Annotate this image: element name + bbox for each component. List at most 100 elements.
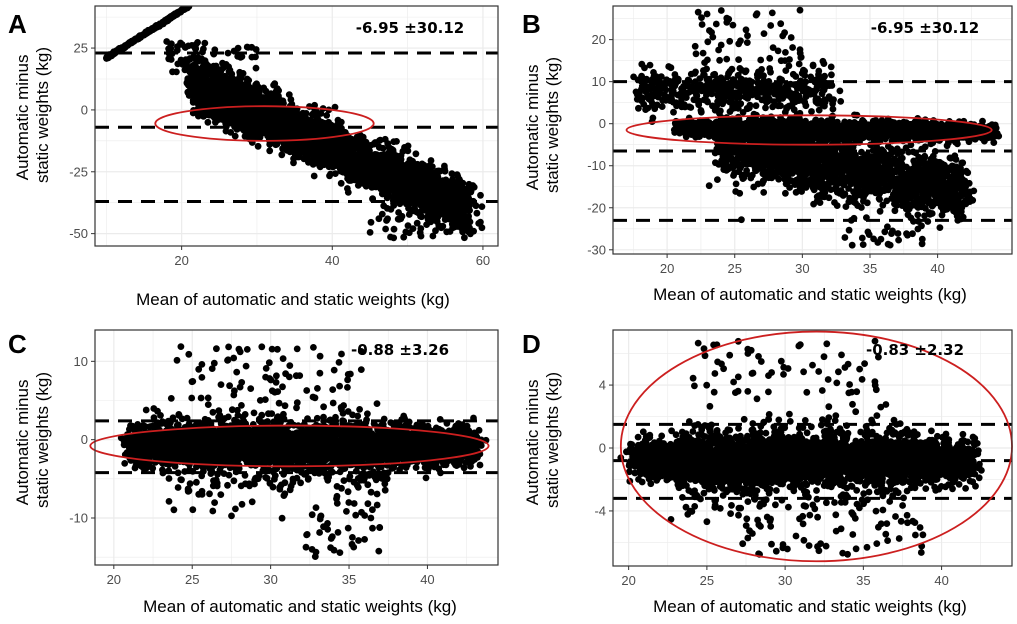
data-point — [242, 83, 250, 91]
data-point — [416, 187, 424, 195]
data-point — [243, 43, 251, 51]
data-point — [293, 119, 301, 127]
data-point — [278, 115, 286, 123]
data-point — [331, 103, 339, 111]
data-point — [223, 106, 231, 114]
data-point — [349, 144, 357, 152]
data-point — [244, 108, 252, 115]
data-point — [212, 96, 220, 104]
data-point — [452, 210, 460, 218]
data-point — [467, 187, 475, 195]
data-point — [423, 221, 430, 229]
data-point — [317, 110, 325, 117]
data-point — [188, 88, 195, 96]
data-point — [186, 55, 194, 62]
data-point — [417, 225, 425, 232]
x-tick-label: 20 — [174, 253, 188, 268]
data-point — [202, 86, 210, 93]
data-point — [463, 247, 470, 254]
y-tick-label: -20 — [587, 200, 606, 215]
data-point — [427, 157, 435, 164]
data-point — [121, 42, 129, 50]
data-point — [256, 134, 264, 141]
data-point — [383, 152, 391, 160]
data-point — [261, 115, 268, 123]
data-point — [397, 160, 405, 168]
x-tick-label: 35 — [863, 261, 877, 276]
data-point — [252, 46, 260, 53]
y-tick-label: -25 — [69, 164, 88, 179]
data-point — [247, 131, 255, 138]
data-point — [332, 170, 339, 178]
data-point — [323, 158, 331, 166]
data-point — [272, 116, 279, 124]
data-point — [432, 227, 439, 235]
data-point — [338, 155, 346, 162]
data-point — [446, 212, 454, 220]
data-point — [183, 6, 191, 12]
data-point — [465, 226, 472, 233]
data-point — [230, 87, 237, 94]
data-point — [382, 186, 389, 194]
data-point — [266, 147, 274, 155]
data-point — [343, 140, 351, 148]
data-point — [370, 140, 377, 148]
data-point — [455, 196, 463, 204]
data-point — [369, 153, 377, 161]
data-point — [169, 68, 176, 76]
data-point — [234, 44, 242, 52]
data-point — [426, 173, 434, 181]
data-point — [383, 194, 391, 202]
data-point — [381, 135, 389, 143]
data-point — [417, 208, 425, 216]
data-point — [305, 144, 313, 152]
data-point — [407, 160, 415, 168]
data-point — [201, 59, 209, 67]
data-point — [448, 170, 456, 178]
data-point — [273, 107, 281, 114]
data-point — [478, 224, 486, 232]
data-point — [460, 193, 468, 200]
data-point — [349, 155, 357, 163]
data-point — [249, 98, 256, 106]
data-point — [337, 179, 345, 187]
data-point — [458, 224, 466, 232]
data-point — [400, 233, 408, 241]
data-point — [393, 138, 400, 145]
data-point — [254, 142, 262, 150]
data-point — [331, 162, 339, 170]
data-point — [412, 150, 420, 158]
data-point — [402, 228, 410, 236]
data-point — [278, 151, 286, 159]
data-point — [429, 232, 437, 240]
data-point — [222, 120, 230, 127]
data-point — [165, 55, 173, 63]
data-point — [372, 183, 380, 191]
data-point — [399, 187, 407, 194]
y-tick-label: 0 — [81, 102, 88, 117]
data-point — [404, 183, 412, 191]
data-point — [252, 53, 259, 61]
data-point — [428, 190, 436, 198]
data-point — [174, 9, 182, 17]
data-point — [253, 128, 261, 136]
data-point — [454, 182, 462, 190]
data-point — [391, 193, 399, 201]
data-point — [439, 222, 447, 230]
data-point — [160, 19, 168, 26]
data-point — [250, 123, 257, 130]
data-point — [252, 64, 260, 72]
data-point — [326, 172, 333, 180]
data-point — [194, 39, 202, 46]
x-tick-label: 30 — [795, 261, 809, 276]
data-point — [351, 172, 358, 180]
data-point — [409, 225, 417, 233]
data-point — [231, 99, 239, 106]
data-point — [397, 152, 405, 160]
data-point — [472, 202, 480, 210]
data-point — [357, 148, 365, 156]
data-point — [366, 229, 374, 236]
data-point — [136, 32, 144, 40]
